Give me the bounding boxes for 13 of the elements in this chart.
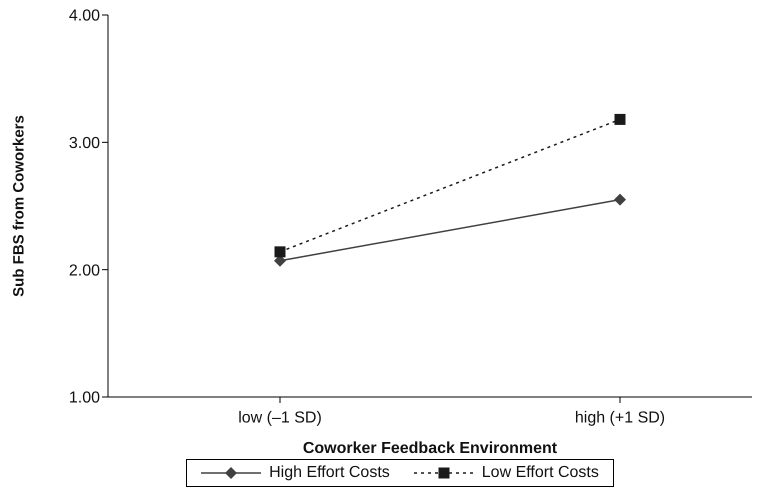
y-tick-label: 4.00 — [68, 8, 100, 25]
y-tick-label: 1.00 — [68, 390, 100, 407]
legend-label: High Effort Costs — [269, 464, 390, 482]
point — [614, 114, 626, 125]
y-tick-label: 3.00 — [68, 135, 100, 152]
x-tick-label: high (+1 SD) — [574, 409, 666, 426]
point — [274, 246, 286, 258]
x-axis-title: Coworker Feedback Environment — [302, 440, 558, 457]
legend-label: Low Effort Costs — [482, 464, 599, 482]
point — [614, 194, 626, 206]
y-tick-label: 2.00 — [68, 262, 100, 280]
y-axis-title: Sub FBS from Coworkers — [10, 115, 28, 297]
x-tick-label: low (–1 SD) — [238, 409, 322, 426]
